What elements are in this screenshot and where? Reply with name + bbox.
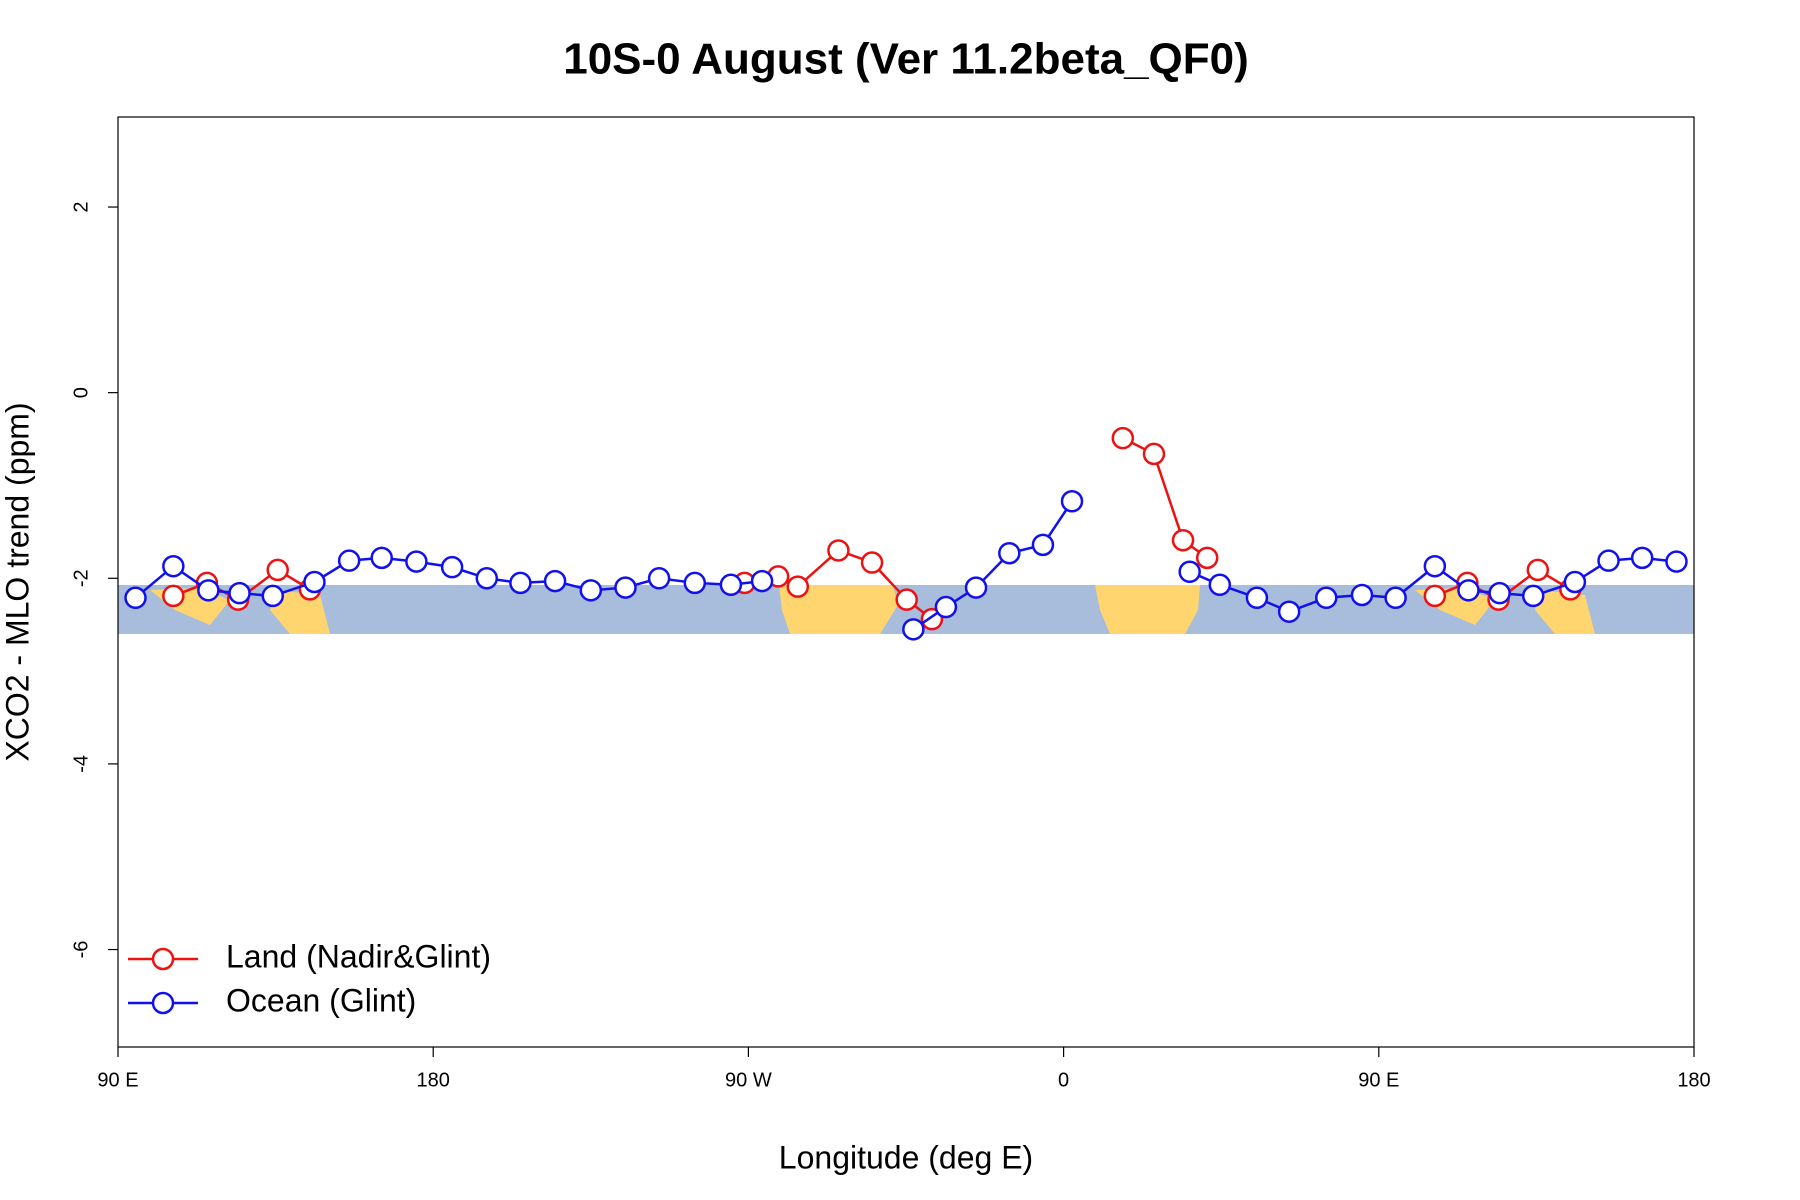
data-point [1350, 583, 1374, 607]
data-point [1277, 600, 1301, 623]
data-point [1423, 584, 1447, 608]
data-point [1526, 558, 1550, 582]
y-tick-label: -2 [70, 569, 92, 587]
data-point [1384, 586, 1407, 610]
legend-label: Land (Nadir&Glint) [226, 938, 491, 974]
data-point [1315, 586, 1338, 610]
y-tick-label: 0 [70, 387, 92, 398]
data-point [860, 551, 884, 574]
data-point [1630, 546, 1654, 570]
data-point [1563, 570, 1587, 594]
y-axis-title: XCO2 - MLO trend (ppm) [0, 402, 35, 761]
series-line [1122, 437, 1208, 559]
legend-label: Ocean (Glint) [226, 982, 416, 1018]
x-tick-label: 0 [1058, 1069, 1069, 1091]
data-point [1171, 528, 1195, 552]
data-point [579, 579, 603, 602]
data-point [261, 584, 285, 608]
data-point [1142, 442, 1166, 466]
data-point [162, 554, 185, 578]
legend-marker [151, 947, 175, 971]
y-tick-label: -6 [70, 941, 92, 959]
chart-title: 10S-0 August (Ver 11.2beta_QF0) [563, 35, 1249, 84]
y-tick-label: -4 [70, 755, 92, 773]
data-point [998, 541, 1021, 565]
x-tick-label: 180 [417, 1069, 450, 1091]
data-point [124, 586, 147, 610]
data-point [719, 573, 743, 597]
data-point [197, 579, 220, 602]
data-point [902, 618, 925, 641]
data-point [614, 576, 637, 599]
data-point [1423, 554, 1447, 578]
data-point [1665, 550, 1688, 573]
data-point [370, 546, 393, 570]
data-point [1245, 586, 1269, 610]
data-point [475, 567, 499, 590]
data-point [786, 575, 810, 598]
x-axis-title: Longitude (deg E) [779, 1139, 1033, 1175]
land-shape [1415, 588, 1595, 634]
data-point [1031, 533, 1055, 557]
plot-frame [117, 116, 1695, 1048]
data-point [934, 595, 958, 619]
legend-marker [151, 991, 175, 1015]
data-point [750, 569, 774, 593]
data-point [266, 558, 289, 582]
data-point [1488, 581, 1511, 605]
x-tick-label: 90 E [97, 1069, 138, 1091]
x-tick-label: 90 W [725, 1069, 772, 1091]
data-point [683, 571, 707, 595]
data-point [1195, 546, 1219, 570]
y-tick-label: 2 [70, 201, 92, 212]
x-tick-label: 90 E [1358, 1069, 1399, 1091]
data-point [337, 549, 361, 572]
data-point [1521, 584, 1545, 608]
data-point [162, 584, 185, 608]
land-shape [150, 588, 330, 634]
data-point [647, 567, 671, 590]
data-point [1457, 579, 1480, 602]
data-point [895, 588, 918, 611]
data-point [1597, 549, 1620, 572]
land-shape [779, 585, 898, 634]
data-point [1178, 560, 1201, 584]
x-tick-label: 180 [1677, 1069, 1710, 1091]
data-point [303, 570, 326, 594]
data-point [228, 581, 251, 605]
land-shape [1095, 585, 1200, 634]
data-point [440, 555, 464, 579]
data-point [964, 576, 988, 599]
data-point [1111, 426, 1135, 450]
data-point [543, 569, 567, 593]
data-point [509, 571, 532, 595]
data-point [405, 550, 428, 573]
data-point [1060, 490, 1084, 513]
data-point [827, 539, 850, 562]
data-point [1208, 573, 1232, 597]
